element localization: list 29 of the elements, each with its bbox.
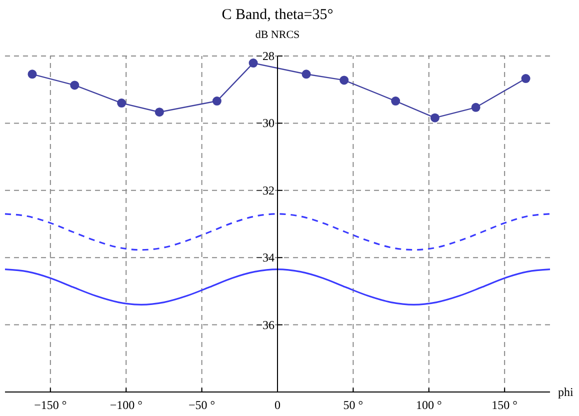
y-tick-label: −36 bbox=[256, 318, 274, 332]
x-tick-label: 50 ° bbox=[343, 398, 364, 412]
point bbox=[28, 70, 37, 79]
point bbox=[70, 80, 80, 90]
y-tick-label: −32 bbox=[256, 183, 274, 198]
x-axis-title: phi bbox=[558, 385, 574, 399]
chart-title: C Band, theta=35° bbox=[222, 7, 334, 23]
x-tick-label: 0 bbox=[274, 398, 280, 412]
point bbox=[154, 108, 164, 117]
point bbox=[521, 74, 530, 84]
line-series bbox=[4, 268, 551, 306]
y-tick-label: −34 bbox=[256, 250, 274, 265]
point bbox=[248, 58, 258, 68]
x-tick-label: 150 ° bbox=[492, 398, 518, 412]
x-tick-label: −100 ° bbox=[110, 398, 143, 412]
x-tick-label: 100 ° bbox=[416, 398, 442, 412]
point bbox=[302, 70, 311, 79]
point bbox=[471, 102, 480, 112]
point bbox=[117, 98, 126, 108]
x-tick-label: −50 ° bbox=[188, 398, 216, 412]
point bbox=[212, 96, 222, 106]
line-series bbox=[4, 213, 551, 251]
y-tick-label: −30 bbox=[256, 116, 274, 130]
y-tick-label: −28 bbox=[256, 49, 274, 63]
point bbox=[340, 76, 349, 85]
point bbox=[391, 96, 400, 106]
y-axis-title: dB NRCS bbox=[255, 29, 300, 41]
x-tick-label: −150 ° bbox=[34, 398, 67, 412]
point bbox=[430, 113, 440, 122]
